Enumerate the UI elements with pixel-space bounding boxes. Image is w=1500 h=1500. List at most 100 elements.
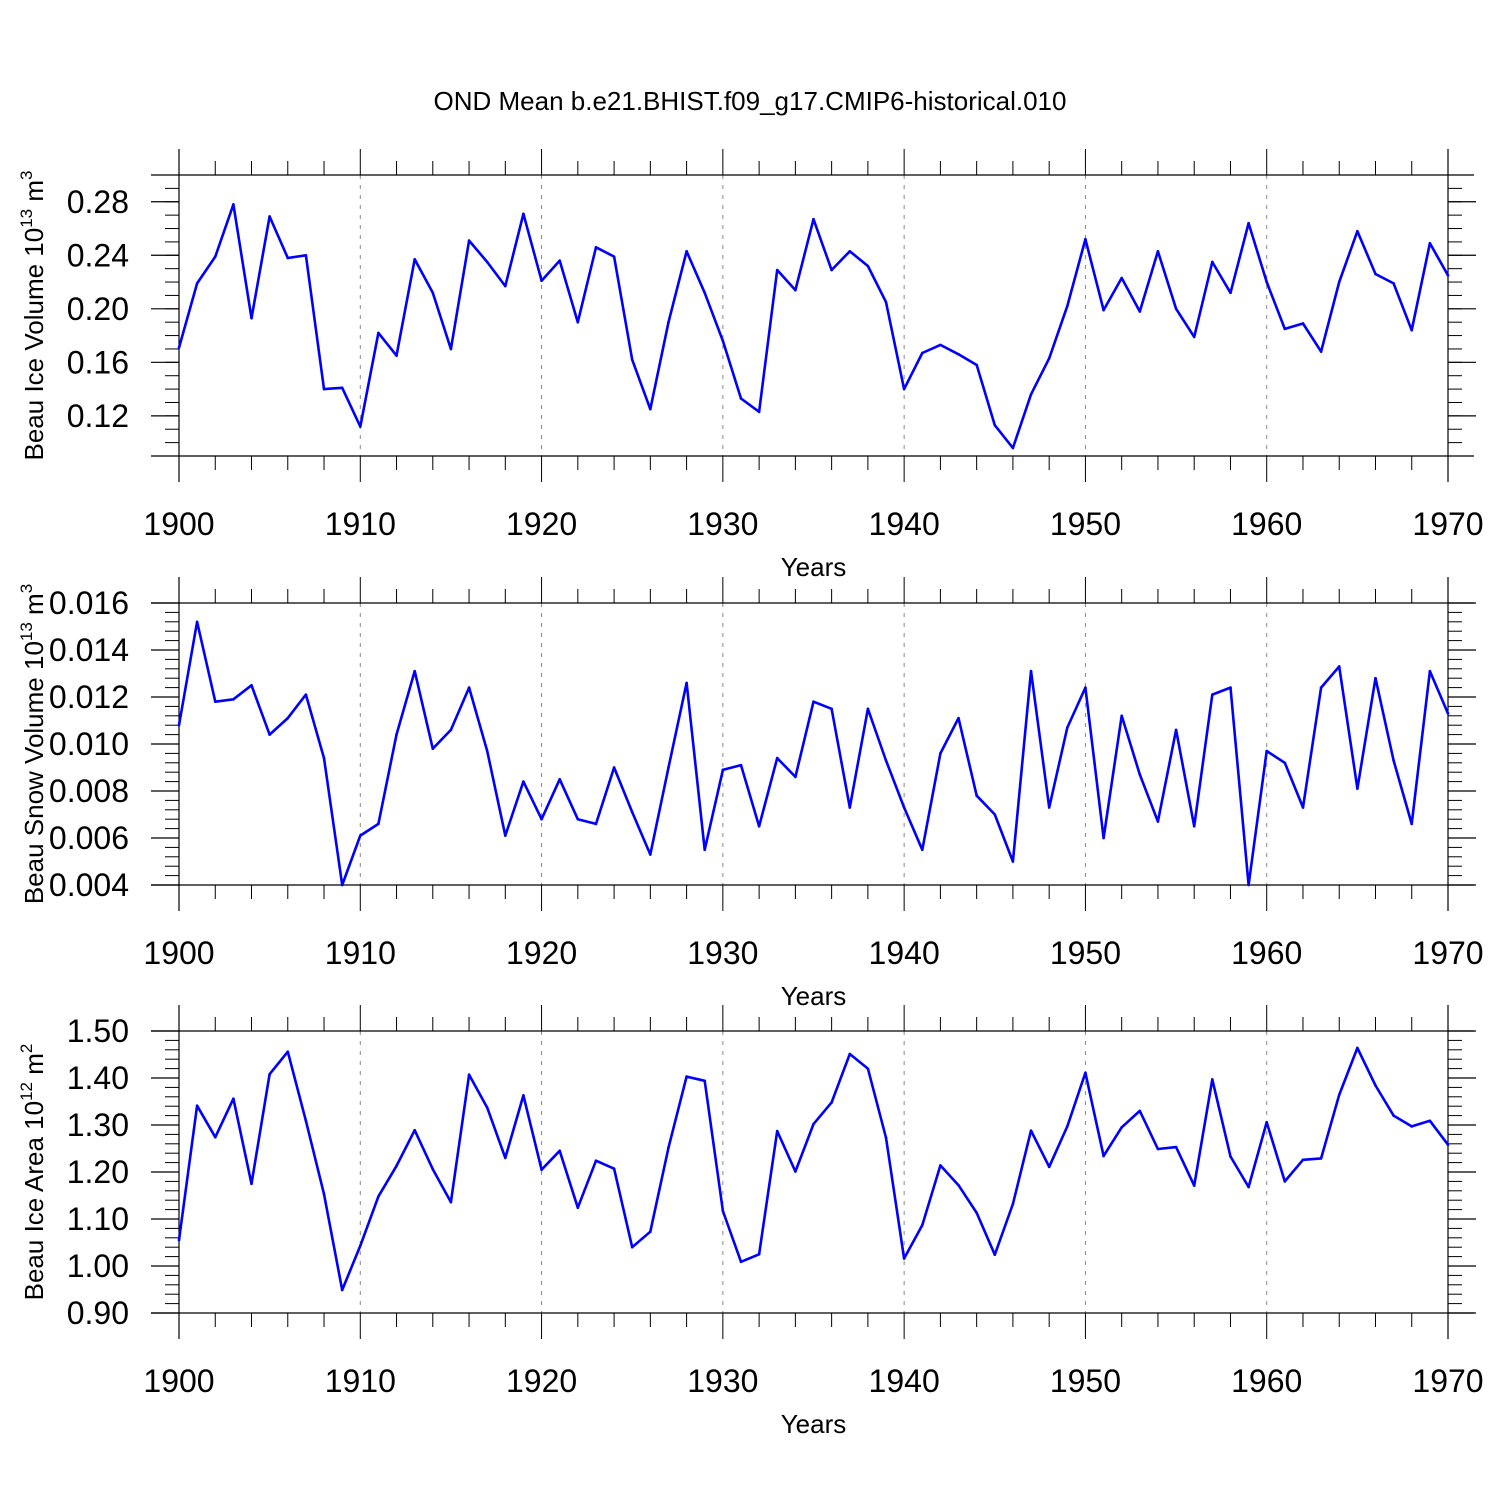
- data-point: [1410, 328, 1414, 332]
- data-point: [504, 284, 507, 288]
- data-point: [812, 217, 815, 221]
- data-point: [866, 1067, 870, 1070]
- data-point: [993, 1253, 997, 1257]
- data-point: [485, 260, 489, 264]
- data-point: [848, 1052, 852, 1056]
- y-tick-label: 0.12: [67, 398, 129, 434]
- y-axis-title-part: Beau Snow Volume 10: [19, 641, 49, 904]
- data-point: [848, 249, 852, 253]
- data-point: [250, 1182, 253, 1186]
- data-point: [558, 1149, 561, 1153]
- data-point: [1084, 1071, 1087, 1075]
- data-point: [848, 806, 852, 809]
- data-point: [377, 822, 380, 826]
- data-point: [522, 780, 525, 783]
- y-tick-label: 0.010: [49, 726, 129, 762]
- data-point: [775, 1129, 779, 1133]
- data-point: [630, 1245, 634, 1249]
- data-point: [576, 817, 580, 821]
- data-point: [431, 747, 435, 750]
- data-point: [902, 806, 906, 809]
- data-point: [1283, 327, 1287, 331]
- x-tick-label: 1910: [325, 935, 396, 971]
- data-point: [558, 259, 561, 262]
- x-tick-label: 1950: [1050, 506, 1121, 542]
- data-point: [1066, 304, 1069, 308]
- data-point: [232, 1097, 235, 1100]
- data-point: [558, 777, 561, 781]
- data-point: [703, 848, 707, 852]
- data-point: [1229, 291, 1232, 295]
- y-tick-label: 0.90: [67, 1295, 129, 1331]
- x-tick-label: 1920: [506, 935, 577, 971]
- data-point: [304, 693, 308, 696]
- data-point: [993, 423, 997, 427]
- data-point: [794, 1170, 797, 1173]
- y-tick-label: 1.10: [67, 1201, 129, 1237]
- data-point: [1211, 1078, 1214, 1081]
- data-point: [540, 1168, 543, 1171]
- y-axis-title-part: m: [19, 593, 49, 622]
- data-point: [594, 822, 598, 826]
- data-point: [1120, 276, 1123, 280]
- data-point: [232, 203, 235, 206]
- data-point: [395, 1164, 398, 1168]
- data-point: [1192, 335, 1196, 339]
- data-point: [939, 1164, 942, 1167]
- data-point: [195, 1104, 199, 1108]
- data-point: [522, 1094, 525, 1097]
- data-point: [1066, 1125, 1069, 1128]
- data-point: [449, 347, 453, 351]
- chart-title: OND Mean b.e21.BHIST.f09_g17.CMIP6-histo…: [434, 86, 1067, 116]
- data-point: [1084, 237, 1087, 241]
- x-tick-label: 1930: [687, 935, 758, 971]
- x-axis-title: Years: [781, 1409, 847, 1439]
- data-point: [195, 620, 199, 624]
- data-point: [1356, 229, 1359, 233]
- x-tick-label: 1970: [1412, 506, 1483, 542]
- data-point: [504, 834, 507, 837]
- y-axis-title-superscript: 13: [17, 622, 36, 641]
- data-point: [757, 1252, 761, 1256]
- data-point: [268, 1072, 271, 1076]
- data-point: [1392, 759, 1395, 762]
- data-point: [1229, 686, 1232, 689]
- data-point: [794, 288, 797, 292]
- data-point: [1120, 714, 1123, 718]
- data-point: [957, 353, 960, 356]
- data-point: [920, 1223, 924, 1227]
- data-point: [1047, 1165, 1051, 1169]
- series-line-ice-area: [177, 1046, 1450, 1292]
- data-point: [939, 752, 942, 755]
- data-point: [1319, 1157, 1323, 1160]
- data-point: [812, 1122, 815, 1126]
- data-point: [1265, 749, 1269, 753]
- data-point: [975, 794, 978, 797]
- data-point: [177, 1238, 181, 1242]
- data-point: [358, 834, 362, 837]
- panel-snow-volume: 1900 1910 1920 1930 1940 1950 1960 1970 0.004 0.0…: [17, 577, 1484, 1011]
- data-point: [1265, 1120, 1269, 1124]
- data-point: [612, 255, 616, 258]
- x-tick-label: 1930: [687, 1363, 758, 1399]
- data-point: [1301, 1158, 1305, 1162]
- data-point: [649, 407, 652, 411]
- data-point: [467, 1073, 471, 1077]
- data-point: [630, 810, 634, 814]
- data-point: [377, 1195, 380, 1198]
- x-tick-label: 1920: [506, 506, 577, 542]
- x-tick-label: 1900: [143, 1363, 214, 1399]
- data-point: [739, 763, 743, 767]
- y-axis-title-part: Beau Ice Area 10: [19, 1101, 49, 1300]
- data-point: [540, 279, 543, 283]
- data-point: [358, 425, 362, 428]
- data-point: [812, 700, 815, 703]
- data-point: [794, 775, 797, 779]
- data-point: [1029, 1129, 1033, 1132]
- data-point: [1192, 824, 1196, 828]
- data-point: [1029, 669, 1033, 673]
- x-tick-label: 1960: [1231, 1363, 1302, 1399]
- data-point: [1120, 1126, 1123, 1129]
- data-point: [757, 824, 761, 828]
- data-point: [721, 339, 725, 343]
